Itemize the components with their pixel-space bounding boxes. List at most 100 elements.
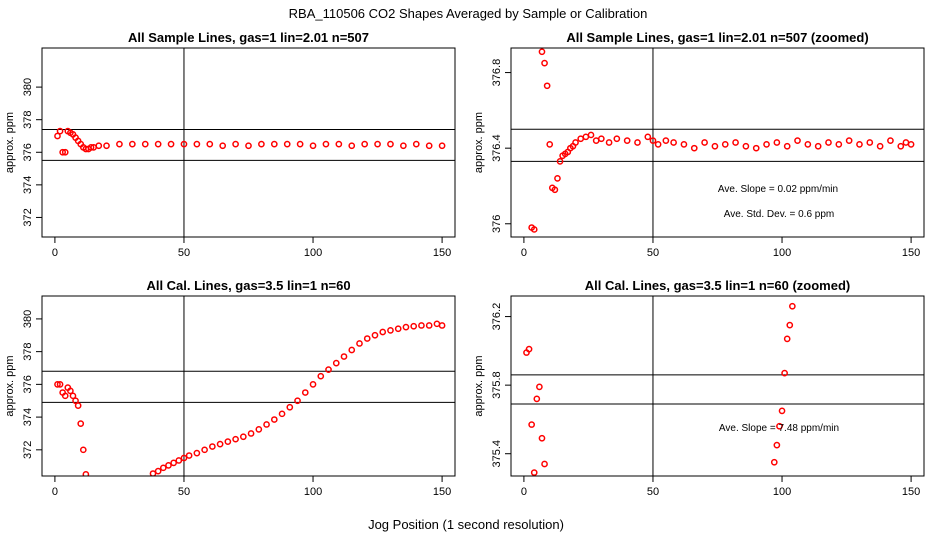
- panel-p2: All Sample Lines, gas=1 lin=2.01 n=507 (…: [473, 30, 925, 259]
- panel-title: All Sample Lines, gas=1 lin=2.01 n=507: [128, 30, 369, 45]
- data-point: [209, 443, 216, 450]
- x-tick-label: 150: [902, 247, 920, 259]
- data-point: [340, 353, 348, 360]
- data-point: [301, 389, 309, 396]
- data-point: [325, 366, 332, 373]
- data-point: [587, 131, 595, 139]
- data-point: [773, 441, 781, 449]
- data-point: [907, 141, 915, 148]
- data-point: [219, 142, 227, 150]
- data-point: [538, 434, 546, 442]
- y-tick-label: 376.2: [491, 303, 503, 331]
- data-point: [786, 321, 794, 329]
- x-tick-label: 0: [521, 486, 527, 498]
- y-tick-label: 376: [491, 215, 503, 233]
- panel-p1: All Sample Lines, gas=1 lin=2.01 n=507 ap…: [4, 30, 456, 259]
- panel-title: All Cal. Lines, gas=3.5 lin=1 n=60: [146, 278, 350, 293]
- data-point: [332, 359, 340, 367]
- data-point: [856, 141, 863, 148]
- data-point: [224, 438, 232, 445]
- data-point: [623, 137, 631, 144]
- data-point: [263, 421, 270, 428]
- panel-p4: All Cal. Lines, gas=3.5 lin=1 n=60 (zoom…: [473, 278, 925, 498]
- y-tick-label: 375.4: [491, 440, 503, 468]
- data-point: [781, 369, 788, 377]
- x-tick-label: 50: [178, 486, 190, 498]
- data-point: [897, 142, 905, 150]
- data-point: [167, 140, 175, 148]
- y-axis-label: approx. ppm: [473, 112, 485, 173]
- data-point: [69, 392, 77, 400]
- data-point: [180, 454, 188, 462]
- y-tick-label: 372: [22, 208, 34, 226]
- data-point: [778, 407, 786, 415]
- data-point: [232, 435, 239, 443]
- data-point: [61, 148, 69, 156]
- y-axis-label: approx. ppm: [4, 112, 16, 173]
- data-point: [701, 139, 708, 146]
- data-point: [165, 462, 172, 469]
- y-axis-label: approx. ppm: [473, 355, 485, 416]
- data-point: [530, 469, 538, 476]
- data-point: [752, 144, 760, 152]
- data-point: [804, 141, 812, 148]
- data-point: [348, 346, 356, 354]
- data-point: [67, 387, 74, 395]
- data-point: [77, 420, 85, 427]
- data-point: [180, 140, 188, 148]
- data-point: [835, 141, 843, 148]
- data-point: [670, 139, 677, 146]
- data-point: [876, 142, 884, 150]
- data-point: [425, 322, 433, 329]
- series-points: [54, 320, 446, 476]
- data-point: [232, 140, 239, 148]
- data-point: [185, 452, 193, 459]
- data-point: [95, 142, 103, 150]
- data-point: [866, 139, 874, 146]
- data-point: [216, 440, 224, 448]
- data-point: [690, 144, 698, 152]
- data-point: [309, 381, 317, 388]
- data-point: [783, 335, 791, 343]
- panel-title: All Sample Lines, gas=1 lin=2.01 n=507 (…: [566, 30, 868, 45]
- annotation: Ave. Slope = 7.48 ppm/min: [719, 423, 839, 434]
- data-point: [662, 137, 670, 144]
- data-point: [56, 127, 64, 135]
- x-tick-label: 0: [521, 247, 527, 259]
- data-point: [379, 328, 387, 336]
- data-point: [387, 327, 394, 334]
- data-point: [887, 137, 894, 144]
- data-point: [597, 135, 605, 143]
- data-point: [374, 140, 381, 148]
- data-point: [711, 142, 719, 150]
- x-tick-label: 50: [647, 247, 659, 259]
- data-point: [721, 141, 729, 148]
- data-point: [536, 383, 543, 391]
- data-point: [825, 139, 832, 146]
- data-point: [794, 137, 801, 144]
- x-tick-label: 150: [433, 247, 451, 259]
- panel-p3: All Cal. Lines, gas=3.5 lin=1 n=60 approx…: [4, 278, 456, 498]
- panel-title: All Cal. Lines, gas=3.5 lin=1 n=60 (zoom…: [585, 278, 851, 293]
- data-point: [412, 140, 420, 148]
- data-point: [438, 142, 446, 150]
- y-tick-label: 376.4: [491, 134, 503, 162]
- data-point: [402, 323, 410, 331]
- data-point: [255, 426, 263, 433]
- x-tick-label: 150: [433, 486, 451, 498]
- data-point: [278, 410, 286, 418]
- data-point: [159, 464, 167, 472]
- data-point: [56, 381, 64, 388]
- y-tick-label: 376: [22, 375, 34, 393]
- data-point: [103, 142, 110, 150]
- annotation: Ave. Std. Dev. = 0.6 ppm: [724, 209, 835, 220]
- data-point: [154, 140, 162, 148]
- y-tick-label: 374: [22, 408, 34, 426]
- x-tick-label: 100: [773, 247, 791, 259]
- data-point: [82, 471, 90, 476]
- y-axis-label: approx. ppm: [4, 355, 16, 416]
- data-point: [87, 144, 95, 151]
- x-tick-label: 0: [52, 247, 58, 259]
- data-point: [170, 459, 177, 467]
